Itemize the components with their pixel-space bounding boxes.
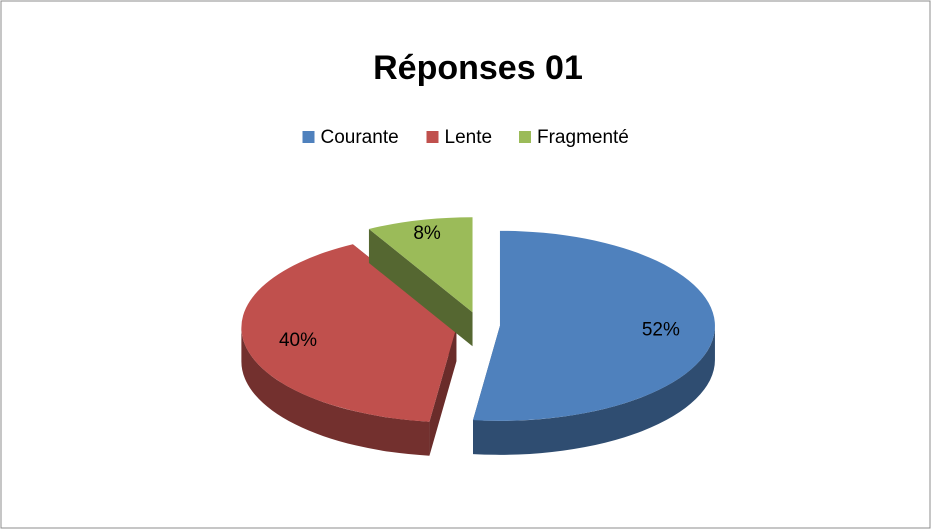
slice-wall	[429, 327, 457, 456]
slice-top	[473, 230, 715, 421]
slice-side	[241, 327, 430, 456]
slice-top	[368, 217, 473, 313]
legend-label: Courante	[321, 127, 399, 148]
data-label: 8%	[413, 223, 441, 244]
slice-side	[473, 325, 715, 455]
pie-slice	[368, 217, 473, 347]
legend-swatch	[426, 131, 439, 143]
pie-slice	[473, 230, 715, 455]
legend-label: Lente	[445, 127, 493, 148]
legend: Courante Lente Fragmenté	[302, 127, 629, 148]
chart-title: Réponses 01	[373, 49, 583, 87]
data-label: 52%	[642, 319, 680, 340]
data-label: 40%	[279, 330, 317, 351]
legend-swatch	[302, 131, 315, 143]
legend-label: Fragmenté	[537, 127, 629, 148]
legend-swatch	[519, 131, 531, 143]
slice-wall	[368, 228, 473, 347]
